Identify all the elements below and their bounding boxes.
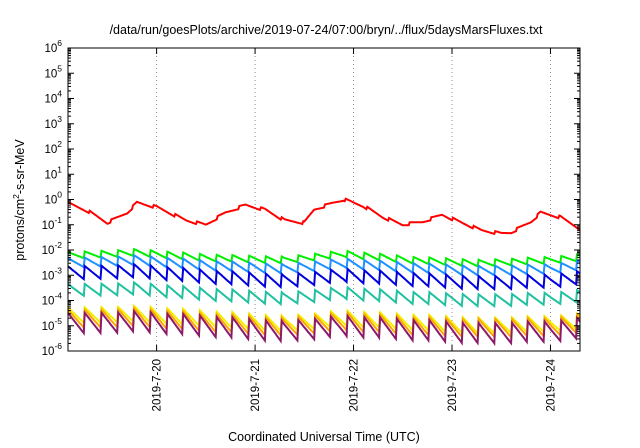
y-tick-label-base: 10 bbox=[44, 68, 57, 80]
y-tick-label-exp: 1 bbox=[57, 164, 62, 174]
y-tick-label-exp: -4 bbox=[54, 291, 62, 301]
y-tick-label-base: 10 bbox=[44, 43, 57, 55]
y-tick-label-exp: -6 bbox=[54, 341, 62, 351]
y-tick-label-exp: 0 bbox=[57, 190, 62, 200]
y-axis-label-sup: 2 bbox=[11, 194, 21, 199]
y-tick-label-exp: 3 bbox=[57, 114, 62, 124]
y-tick-label-exp: -5 bbox=[54, 316, 62, 326]
y-tick-label-exp: 4 bbox=[57, 89, 62, 99]
series-line-7 bbox=[67, 308, 581, 347]
y-tick-label-base: 10 bbox=[42, 220, 55, 232]
y-tick-label-base: 10 bbox=[42, 321, 55, 333]
y-tick-label: 10-1 bbox=[42, 215, 63, 232]
y-tick-label-base: 10 bbox=[42, 245, 55, 257]
y-tick-label-base: 10 bbox=[44, 119, 57, 131]
x-tick-label: 2019-7-24 bbox=[545, 358, 557, 411]
y-tick-label-exp: 2 bbox=[57, 139, 62, 149]
y-tick-label: 101 bbox=[44, 164, 62, 181]
chart-title: /data/run/goesPlots/archive/2019-07-24/0… bbox=[110, 23, 543, 37]
y-tick-label-exp: -2 bbox=[54, 240, 62, 250]
x-tick-label: 2019-7-22 bbox=[349, 359, 361, 411]
y-tick-label: 10-3 bbox=[42, 265, 63, 282]
y-axis-label-base: protons/cm bbox=[13, 199, 27, 261]
tick-layer: 2019-7-20 2019-7-21 2019-7-22 2019-7-23 2019… bbox=[42, 38, 580, 411]
series-line-4 bbox=[67, 280, 581, 309]
y-tick-label: 105 bbox=[44, 63, 62, 80]
y-tick-label-base: 10 bbox=[44, 169, 57, 181]
x-tick-label: 2019-7-21 bbox=[250, 359, 262, 411]
series-line-1 bbox=[67, 247, 581, 268]
y-tick-label-exp: -1 bbox=[54, 215, 62, 225]
x-tick-label: 2019-7-20 bbox=[152, 359, 164, 411]
series-line-3 bbox=[67, 262, 581, 292]
y-tick-label-exp: 6 bbox=[57, 38, 62, 48]
y-tick-label: 100 bbox=[44, 190, 62, 207]
x-tick-label: 2019-7-23 bbox=[447, 359, 459, 411]
y-tick-label-base: 10 bbox=[42, 346, 55, 358]
series-line-0 bbox=[67, 197, 581, 236]
y-axis-label-rest: -s-sr-MeV bbox=[13, 139, 27, 195]
y-tick-label-exp: -3 bbox=[54, 265, 62, 275]
y-tick-label: 103 bbox=[44, 114, 62, 131]
y-tick-label: 106 bbox=[44, 38, 62, 55]
y-tick-label: 104 bbox=[44, 89, 62, 106]
y-tick-label-base: 10 bbox=[44, 144, 57, 156]
y-tick-label: 10-2 bbox=[42, 240, 63, 257]
y-tick-label: 102 bbox=[44, 139, 62, 156]
y-tick-label-base: 10 bbox=[44, 195, 57, 207]
y-tick-label-base: 10 bbox=[42, 270, 55, 282]
y-tick-label: 10-5 bbox=[42, 316, 63, 333]
y-tick-label-base: 10 bbox=[44, 94, 57, 106]
y-tick-label: 10-6 bbox=[42, 341, 63, 358]
y-axis-label: protons/cm2-s-sr-MeV bbox=[11, 139, 27, 261]
y-tick-label-base: 10 bbox=[42, 296, 55, 308]
y-tick-label: 10-4 bbox=[42, 291, 63, 308]
series-line-2 bbox=[67, 253, 581, 277]
series-layer bbox=[67, 197, 581, 347]
y-tick-label-exp: 5 bbox=[57, 63, 62, 73]
x-axis-label: Coordinated Universal Time (UTC) bbox=[228, 430, 420, 444]
grid-layer bbox=[156, 48, 551, 351]
